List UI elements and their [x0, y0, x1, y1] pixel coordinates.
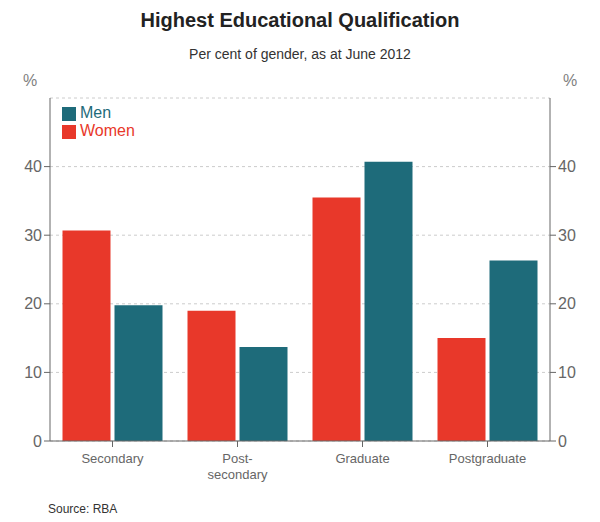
svg-text:10: 10 — [24, 364, 42, 381]
svg-text:40: 40 — [24, 158, 42, 175]
svg-text:%: % — [23, 72, 37, 89]
svg-text:10: 10 — [558, 364, 576, 381]
html-text:Highest Educational Qualificat: Highest Educational Qualification — [140, 9, 460, 31]
svg-text:0: 0 — [33, 433, 42, 450]
svg-text:30: 30 — [558, 227, 576, 244]
html-text:Per cent of gender, as at June: Per cent of gender, as at June 2012 — [189, 46, 411, 62]
svg-text:40: 40 — [558, 158, 576, 175]
svg-text:Secondary: Secondary — [81, 451, 144, 466]
svg-text:20: 20 — [24, 295, 42, 312]
svg-text:0: 0 — [558, 433, 567, 450]
svg-text:Post-secondary: Post-secondary — [208, 451, 268, 482]
html-text:Men: Men — [80, 104, 112, 121]
svg-text:30: 30 — [24, 227, 42, 244]
svg-text:Graduate: Graduate — [335, 451, 389, 466]
svg-text:20: 20 — [558, 295, 576, 312]
html-text:Source: RBA: Source: RBA — [48, 502, 118, 516]
svg-text:%: % — [563, 72, 577, 89]
svg-text:Postgraduate: Postgraduate — [449, 451, 526, 466]
html-text:Women: Women — [80, 122, 135, 139]
